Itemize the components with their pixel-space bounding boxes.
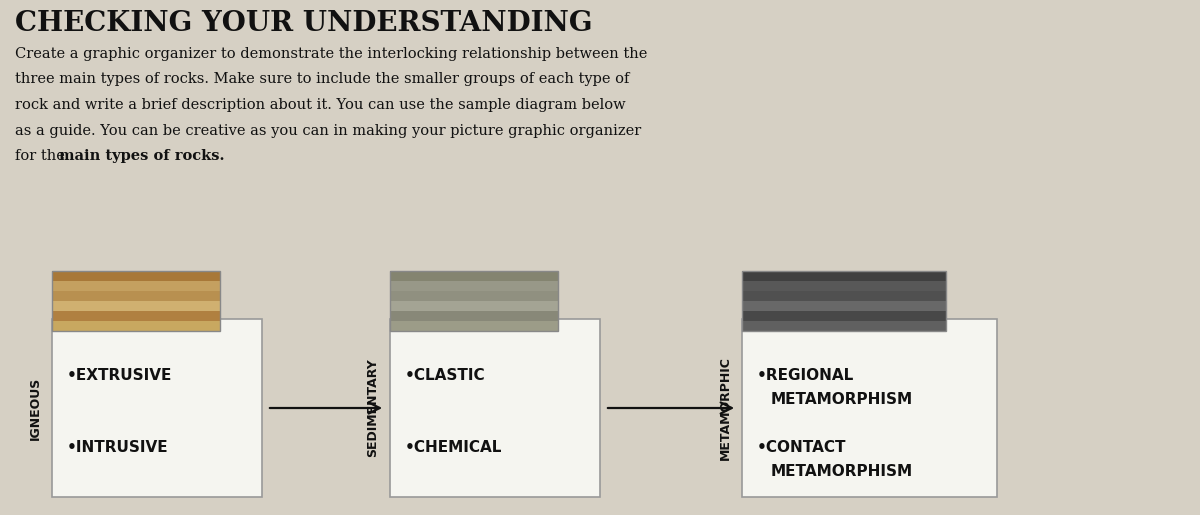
Bar	[52, 319, 262, 497]
Bar	[390, 281, 558, 291]
Text: as a guide. You can be creative as you can in making your picture graphic organi: as a guide. You can be creative as you c…	[14, 124, 641, 138]
Text: •REGIONAL: •REGIONAL	[757, 368, 854, 384]
Text: IGNEOUS: IGNEOUS	[29, 376, 42, 440]
Text: rock and write a brief description about it. You can use the sample diagram belo: rock and write a brief description about…	[14, 98, 625, 112]
Text: three main types of rocks. Make sure to include the smaller groups of each type : three main types of rocks. Make sure to …	[14, 73, 629, 87]
Bar	[742, 271, 946, 331]
Bar	[52, 271, 220, 331]
Bar	[742, 291, 946, 301]
Bar	[742, 301, 946, 311]
Bar	[390, 271, 558, 331]
Bar	[742, 311, 946, 321]
Text: METAMORPHISM: METAMORPHISM	[772, 464, 913, 478]
Bar	[390, 301, 558, 311]
Bar	[742, 321, 946, 331]
Bar	[52, 311, 220, 321]
Text: SEDIMENTARY: SEDIMENTARY	[366, 358, 379, 457]
Bar	[52, 301, 220, 311]
Bar	[390, 271, 558, 281]
Text: •EXTRUSIVE: •EXTRUSIVE	[67, 368, 173, 384]
Bar	[52, 281, 220, 291]
Text: •INTRUSIVE: •INTRUSIVE	[67, 440, 169, 455]
Bar	[390, 311, 558, 321]
Text: METAMORPHISM: METAMORPHISM	[772, 392, 913, 407]
Text: •CHEMICAL: •CHEMICAL	[406, 440, 503, 455]
Text: for the: for the	[14, 149, 70, 163]
Bar	[52, 321, 220, 331]
Text: METAMORPHIC: METAMORPHIC	[719, 356, 732, 460]
Text: CHECKING YOUR UNDERSTANDING: CHECKING YOUR UNDERSTANDING	[14, 10, 593, 37]
Bar	[742, 281, 946, 291]
Bar	[742, 319, 997, 497]
Bar	[52, 271, 220, 281]
Bar	[52, 291, 220, 301]
Bar	[742, 271, 946, 281]
Text: •CONTACT: •CONTACT	[757, 440, 846, 455]
Bar	[390, 321, 558, 331]
Bar	[390, 291, 558, 301]
Text: main types of rocks.: main types of rocks.	[59, 149, 224, 163]
Text: •CLASTIC: •CLASTIC	[406, 368, 486, 384]
Text: Create a graphic organizer to demonstrate the interlocking relationship between : Create a graphic organizer to demonstrat…	[14, 47, 647, 61]
Bar	[390, 319, 600, 497]
